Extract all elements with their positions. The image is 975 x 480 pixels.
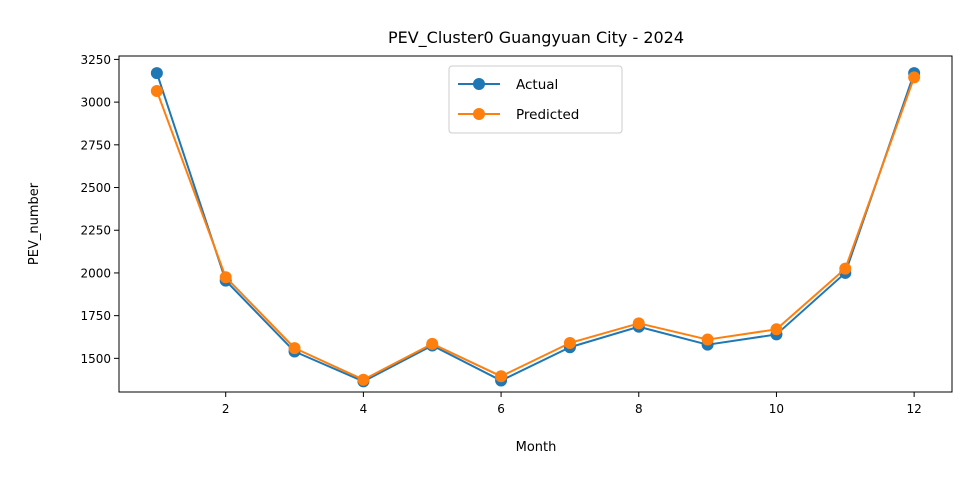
data-point-predicted bbox=[219, 271, 232, 284]
x-tick-label: 2 bbox=[222, 402, 230, 416]
data-point-predicted bbox=[839, 262, 852, 275]
y-tick-label: 2500 bbox=[80, 181, 111, 195]
y-tick-label: 1500 bbox=[80, 352, 111, 366]
data-point-predicted bbox=[357, 373, 370, 386]
data-point-predicted bbox=[908, 71, 921, 84]
y-tick-label: 2250 bbox=[80, 224, 111, 238]
data-point-predicted bbox=[150, 85, 163, 98]
data-point-predicted bbox=[495, 370, 508, 383]
data-point-predicted bbox=[563, 336, 576, 349]
y-axis: 1500 1750 2000 2250 2500 2750 3000 3250 bbox=[80, 53, 119, 366]
series-line-actual bbox=[155, 72, 916, 383]
x-tick-label: 10 bbox=[769, 402, 784, 416]
y-tick-label: 1750 bbox=[80, 309, 111, 323]
x-tick-label: 4 bbox=[360, 402, 368, 416]
series-line-predicted bbox=[155, 77, 916, 381]
y-tick-label: 3000 bbox=[80, 96, 111, 110]
legend-marker-predicted bbox=[473, 108, 485, 120]
data-point-actual bbox=[150, 67, 163, 80]
legend-label-predicted: Predicted bbox=[516, 107, 579, 123]
y-tick-label: 3250 bbox=[80, 53, 111, 67]
legend-box bbox=[448, 65, 623, 134]
plot-frame bbox=[118, 55, 953, 393]
legend-label-actual: Actual bbox=[516, 77, 558, 93]
y-axis-label: PEV_number bbox=[27, 182, 42, 265]
data-point-predicted bbox=[288, 342, 301, 355]
x-tick-label: 12 bbox=[906, 402, 921, 416]
series-layer bbox=[150, 67, 921, 388]
legend: Actual Predicted bbox=[448, 65, 623, 134]
y-tick-label: 2750 bbox=[80, 138, 111, 152]
chart-title: PEV_Cluster0 Guangyuan City - 2024 bbox=[388, 28, 684, 48]
x-tick-label: 6 bbox=[497, 402, 505, 416]
x-tick-label: 8 bbox=[635, 402, 643, 416]
data-point-predicted bbox=[770, 323, 783, 336]
x-axis: 2 4 6 8 10 12 bbox=[222, 392, 922, 416]
data-point-predicted bbox=[701, 333, 714, 346]
x-axis-label: Month bbox=[516, 440, 557, 455]
legend-marker-actual bbox=[473, 78, 485, 90]
data-point-predicted bbox=[632, 317, 645, 330]
data-point-predicted bbox=[426, 337, 439, 350]
y-tick-label: 2000 bbox=[80, 266, 111, 280]
